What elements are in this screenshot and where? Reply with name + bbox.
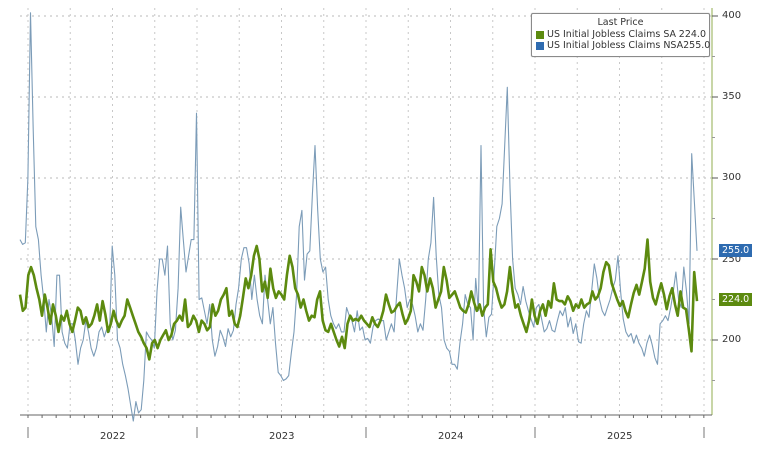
sa-last-price-tag: 224.0 — [719, 293, 753, 306]
grid-lines — [20, 8, 712, 415]
y-tick-400: 400 — [722, 10, 742, 21]
y-tick-300: 300 — [722, 172, 742, 183]
sa-series-line — [18, 238, 699, 361]
sa-swatch-icon — [536, 30, 544, 39]
x-tick-2022: 2022 — [100, 431, 126, 442]
legend-item-name: US Initial Jobless Claims SA — [547, 29, 677, 40]
legend-item-nsa: US Initial Jobless Claims NSA 255.0 — [532, 40, 711, 51]
legend-item-value: 255.0 — [683, 40, 711, 51]
legend: Last Price US Initial Jobless Claims SA … — [531, 13, 710, 57]
nsa-last-price-tag: 255.0 — [719, 244, 753, 257]
legend-item-sa: US Initial Jobless Claims SA 224.0 — [532, 29, 709, 40]
axes — [20, 8, 718, 438]
legend-item-name: US Initial Jobless Claims NSA — [547, 40, 684, 51]
x-tick-2025: 2025 — [607, 431, 633, 442]
nsa-swatch-icon — [536, 41, 544, 50]
nsa-series-line — [19, 12, 698, 422]
legend-item-value: 224.0 — [678, 29, 706, 40]
legend-title: Last Price — [597, 17, 644, 28]
y-tick-200: 200 — [722, 334, 742, 345]
x-tick-2023: 2023 — [269, 431, 295, 442]
y-tick-250: 250 — [722, 254, 742, 265]
y-tick-350: 350 — [722, 91, 742, 102]
x-tick-2024: 2024 — [438, 431, 464, 442]
